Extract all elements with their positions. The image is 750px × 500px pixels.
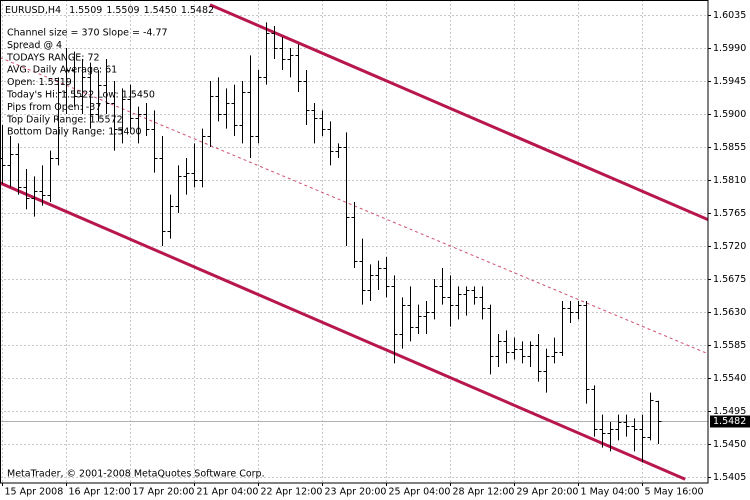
y-tick-label: 1.5495 <box>713 406 746 417</box>
plot-frame <box>0 0 709 484</box>
comment-line: Today's Hi: 1.5522 Low: 1.5450 <box>6 90 155 101</box>
channel-line <box>0 57 709 355</box>
bars <box>0 22 662 463</box>
y-tick-label: 1.5855 <box>713 142 746 153</box>
channel-line <box>0 181 686 481</box>
header-value: 1.5509 <box>69 5 102 16</box>
comment-line: AVG. Daily Average: 61 <box>7 65 117 76</box>
comment-line: Channel size = 370 Slope = -4.77 <box>7 28 168 39</box>
y-tick-label: 1.6035 <box>713 10 746 21</box>
comment-line: Pips from Open: -37 <box>7 102 101 113</box>
channel-lines <box>0 3 709 481</box>
y-tick-label: 1.5450 <box>713 439 746 450</box>
comment-line: Spread @ 4 <box>7 40 62 51</box>
x-tick-label: 25 Apr 04:00 <box>389 487 451 498</box>
price-box <box>710 415 750 428</box>
x-tick-label: 15 Apr 2008 <box>5 487 64 498</box>
chart-header: EURUSD,H4 1.5509 1.5509 1.5450 1.5482 <box>5 5 214 16</box>
price-label: 1.5482 <box>713 416 746 427</box>
header-value: 1.5482 <box>181 5 214 16</box>
x-tick-label: 17 Apr 20:00 <box>133 487 195 498</box>
y-tick-label: 1.5945 <box>713 76 746 87</box>
footer: MetaTrader, © 2001-2008 MetaQuotes Softw… <box>7 469 265 480</box>
x-tick-label: 16 Apr 12:00 <box>69 487 131 498</box>
y-tick-label: 1.5990 <box>713 43 746 54</box>
y-tick-label: 1.5585 <box>713 340 746 351</box>
x-tick-label: 5 May 16:00 <box>645 487 704 498</box>
comment-line: Bottom Daily Range: 1.5400 <box>7 127 142 138</box>
comment-line: TODAYS RANGE: 72 <box>6 52 100 63</box>
y-tick-label: 1.5630 <box>713 307 746 318</box>
y-tick-label: 1.5765 <box>713 208 746 219</box>
x-tick-label: 29 Apr 20:00 <box>517 487 579 498</box>
x-tick-label: 1 May 04:00 <box>581 487 640 498</box>
y-tick-label: 1.5540 <box>713 373 746 384</box>
comment-line: Top Daily Range: 1.5572 <box>6 114 123 125</box>
texts: EURUSD,H4 1.5509 1.5509 1.5450 1.5482 Channel… <box>5 5 265 480</box>
header-value: EURUSD,H4 <box>5 5 61 16</box>
y-tick-label: 1.5900 <box>713 109 746 120</box>
grid <box>0 0 708 483</box>
x-tick-label: 23 Apr 20:00 <box>325 487 387 498</box>
comment-line: Open: 1.5519 <box>7 77 72 88</box>
y-tick-label: 1.5405 <box>713 472 746 483</box>
x-tick-label: 28 Apr 12:00 <box>453 487 515 498</box>
header-value: 1.5509 <box>106 5 139 16</box>
channel-line <box>209 3 709 221</box>
y-tick-label: 1.5720 <box>713 241 746 252</box>
header-value: 1.5450 <box>144 5 177 16</box>
x-tick-label: 22 Apr 12:00 <box>261 487 323 498</box>
y-tick-label: 1.5675 <box>713 274 746 285</box>
y-tick-label: 1.5810 <box>713 175 746 186</box>
x-tick-label: 21 Apr 04:00 <box>197 487 259 498</box>
